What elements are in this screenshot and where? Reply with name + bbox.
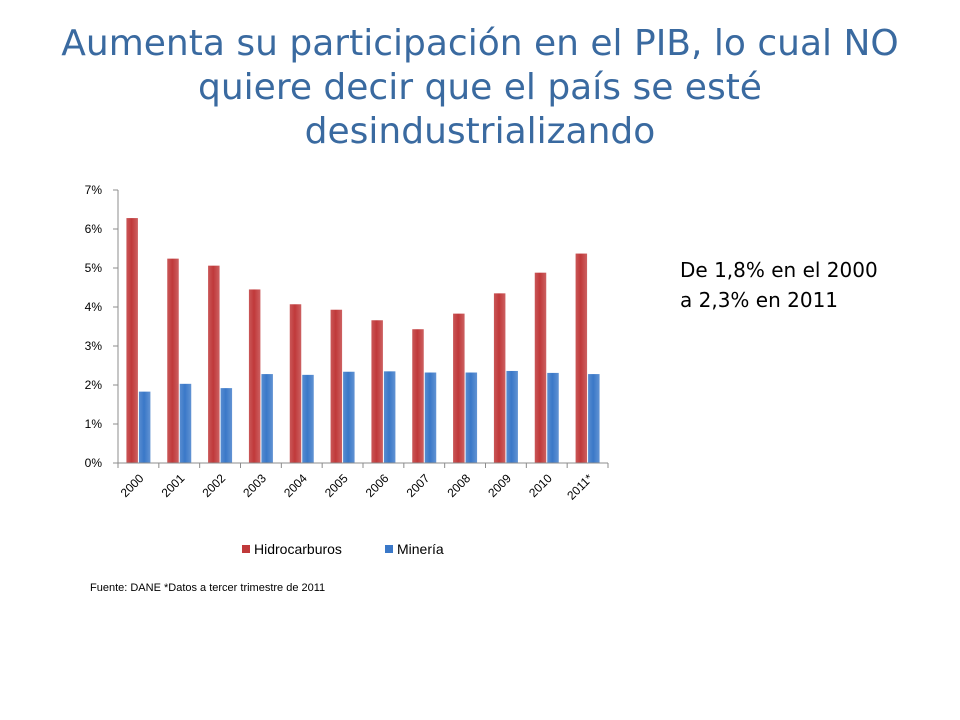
legend-swatch-hidrocarburos bbox=[242, 545, 250, 553]
x-tick-label: 2005 bbox=[322, 471, 351, 500]
bar-minería-2006 bbox=[383, 371, 396, 463]
bars bbox=[126, 218, 600, 463]
bar-minería-2002 bbox=[220, 388, 233, 463]
bar-hidrocarburos-2003 bbox=[248, 289, 261, 463]
x-tick-label: 2004 bbox=[281, 471, 310, 500]
side-note-line-2: a 2,3% en 2011 bbox=[680, 288, 839, 312]
x-tick-label: 2010 bbox=[526, 471, 555, 500]
bar-minería-2004 bbox=[302, 374, 314, 463]
legend-swatch-minería bbox=[385, 545, 393, 553]
source-note: Fuente: DANE *Datos a tercer trimestre d… bbox=[90, 582, 326, 594]
bar-hidrocarburos-2002 bbox=[208, 265, 220, 463]
y-tick-label: 7% bbox=[85, 183, 103, 197]
legend: Hidrocarburos Minería bbox=[242, 541, 444, 557]
y-tick-label: 3% bbox=[85, 339, 103, 353]
bar-hidrocarburos-2008 bbox=[453, 313, 465, 463]
bar-minería-2008 bbox=[465, 372, 478, 463]
x-tick-label: 2011* bbox=[564, 471, 596, 503]
bar-hidrocarburos-2007 bbox=[412, 329, 424, 463]
y-tick-label: 2% bbox=[85, 378, 103, 392]
y-tick-label: 6% bbox=[85, 222, 103, 236]
x-tick-label: 2006 bbox=[363, 471, 392, 500]
side-note: De 1,8% en el 2000 a 2,3% en 2011 bbox=[680, 255, 940, 315]
x-tick-label: 2008 bbox=[444, 471, 473, 500]
bar-minería-2007 bbox=[424, 372, 437, 463]
y-tick-label: 1% bbox=[85, 417, 103, 431]
bar-minería-2001 bbox=[179, 383, 192, 463]
bar-hidrocarburos-2010 bbox=[534, 272, 547, 463]
x-tick-label: 2003 bbox=[240, 471, 269, 500]
x-tick-label: 2007 bbox=[404, 471, 433, 500]
y-tick-label: 0% bbox=[85, 456, 103, 470]
bar-minería-2005 bbox=[343, 371, 355, 463]
bar-hidrocarburos-2009 bbox=[493, 293, 506, 463]
slide-title: Aumenta su participación en el PIB, lo c… bbox=[61, 23, 899, 152]
y-axis: 0% 1% 2% 3% 4% 5% 6% 7% bbox=[85, 183, 119, 470]
x-tick-label: 2002 bbox=[199, 471, 228, 500]
bar-hidrocarburos-2004 bbox=[289, 304, 302, 463]
legend-label-hidrocarburos: Hidrocarburos bbox=[254, 541, 342, 557]
bar-hidrocarburos-2000 bbox=[126, 218, 138, 463]
x-axis: 2000 2001 2002 2003 2004 2005 2006 2007 2008 2009… bbox=[117, 462, 609, 503]
bar-minería-2010 bbox=[547, 372, 559, 463]
x-tick-label: 2009 bbox=[485, 471, 514, 500]
x-tick-label: 2001 bbox=[159, 471, 188, 500]
bar-hidrocarburos-2005 bbox=[330, 309, 343, 463]
bar-hidrocarburos-2001 bbox=[167, 258, 179, 463]
y-tick-label: 5% bbox=[85, 261, 103, 275]
bar-minería-2009 bbox=[506, 370, 518, 463]
side-note-line-1: De 1,8% en el 2000 bbox=[680, 258, 878, 282]
y-tick-label: 4% bbox=[85, 300, 103, 314]
bar-hidrocarburos-2006 bbox=[371, 320, 383, 463]
bar-minería-2011 bbox=[588, 374, 600, 463]
bar-hidrocarburos-2011 bbox=[575, 253, 588, 463]
bar-minería-2003 bbox=[261, 374, 273, 463]
x-tick-label: 2000 bbox=[118, 471, 147, 500]
bar-minería-2000 bbox=[138, 391, 151, 463]
legend-label-minería: Minería bbox=[397, 541, 444, 557]
